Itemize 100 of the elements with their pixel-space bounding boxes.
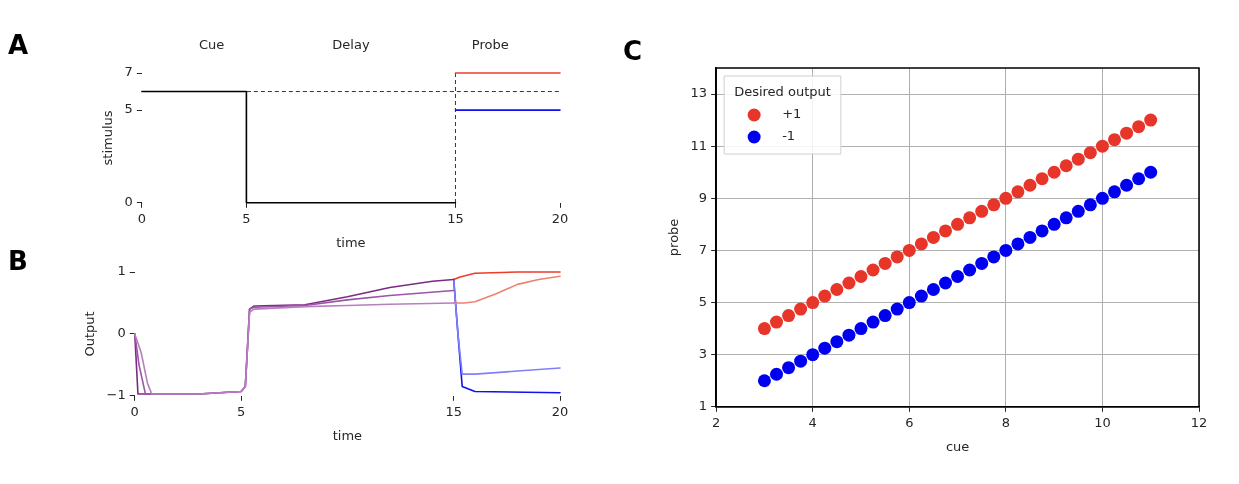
- point: [1023, 230, 1037, 244]
- legend-title: Desired output: [734, 84, 831, 100]
- point: [770, 367, 783, 381]
- x-axis-title: time: [336, 234, 366, 250]
- point: [878, 256, 892, 270]
- point: [842, 276, 856, 290]
- point: [794, 302, 808, 316]
- x-tick-label: 8: [1001, 414, 1010, 430]
- point: [1095, 191, 1109, 205]
- x-tick-label: 4: [808, 414, 817, 430]
- point: [794, 354, 808, 368]
- point: [806, 348, 820, 362]
- point: [902, 243, 916, 257]
- point: [1011, 185, 1025, 199]
- chart-title: B: [8, 245, 28, 276]
- point: [963, 263, 977, 277]
- point: [939, 224, 952, 238]
- point: [1108, 133, 1121, 147]
- x-tick-label: 0: [137, 210, 147, 226]
- x-tick-label: 5: [236, 403, 246, 419]
- point: [1144, 165, 1158, 179]
- x-tick-label: 6: [905, 414, 914, 430]
- y-tick-label: 0: [117, 325, 126, 341]
- point: [866, 263, 880, 277]
- y-tick-label: 3: [698, 346, 708, 362]
- point: [1035, 224, 1049, 238]
- point: [1144, 113, 1158, 127]
- x-tick-label: 15: [445, 403, 462, 419]
- point: [1120, 126, 1134, 140]
- point: [975, 204, 989, 218]
- point: [806, 296, 820, 310]
- x-tick-label: 20: [551, 210, 569, 226]
- y-tick-label: 1: [117, 263, 126, 279]
- x-tick-label: 20: [551, 403, 569, 419]
- point: [1132, 172, 1146, 186]
- legend-label: +1: [782, 106, 802, 122]
- point: [987, 198, 1001, 212]
- x-axis-title: cue: [945, 438, 970, 454]
- point: [878, 309, 892, 323]
- point: [951, 217, 965, 231]
- y-tick-label: 7: [124, 64, 133, 80]
- point: [999, 243, 1013, 257]
- point: [818, 341, 832, 355]
- point: [890, 250, 904, 264]
- point: [1083, 146, 1097, 160]
- point: [914, 237, 928, 251]
- point: [939, 276, 952, 290]
- point: [1035, 172, 1049, 186]
- point: [1071, 152, 1085, 166]
- point: [854, 269, 868, 283]
- chart-title: A: [8, 29, 29, 60]
- x-tick-label: 10: [1094, 414, 1111, 430]
- point: [782, 361, 796, 375]
- y-tick-label: 9: [698, 189, 708, 205]
- point: [757, 322, 771, 336]
- point: [951, 269, 965, 283]
- point: [818, 289, 832, 303]
- y-tick-label: 13: [690, 85, 708, 101]
- y-tick-label: −1: [106, 387, 126, 403]
- point: [1011, 237, 1025, 251]
- point: [830, 283, 844, 297]
- y-tick-label: 1: [698, 398, 708, 414]
- point: [902, 296, 916, 310]
- point: [926, 230, 940, 244]
- point: [1023, 178, 1037, 192]
- point: [1059, 159, 1073, 173]
- point: [770, 315, 783, 329]
- point: [1059, 211, 1073, 225]
- y-axis-title: probe: [666, 218, 682, 257]
- point: [866, 315, 880, 329]
- point: [999, 191, 1013, 205]
- y-axis-title: Output: [82, 311, 98, 357]
- point: [842, 328, 856, 342]
- point: [1095, 139, 1109, 153]
- text: Probe: [471, 37, 509, 52]
- point: [782, 309, 796, 323]
- point: [1083, 198, 1097, 212]
- point: [926, 283, 940, 297]
- point: [757, 374, 771, 388]
- y-tick-label: 0: [124, 194, 133, 210]
- point: [1120, 178, 1134, 192]
- x-axis-title: time: [332, 427, 363, 443]
- point: [987, 250, 1001, 264]
- x-tick-label: 5: [242, 210, 251, 226]
- point: [975, 256, 989, 270]
- point: [890, 302, 904, 316]
- point: [1047, 165, 1061, 179]
- point: [830, 335, 844, 349]
- text: Cue: [198, 37, 225, 52]
- chart-title: C: [623, 35, 643, 66]
- point: [963, 211, 977, 225]
- point: [1108, 185, 1121, 199]
- x-tick-label: 12: [1190, 414, 1208, 430]
- y-tick-label: 7: [698, 241, 708, 257]
- point: [854, 322, 868, 336]
- y-tick-label: 5: [698, 293, 708, 309]
- point: [1071, 204, 1085, 218]
- x-tick-label: 2: [712, 414, 721, 430]
- legend-label: -1: [782, 128, 796, 144]
- point: [1132, 120, 1146, 134]
